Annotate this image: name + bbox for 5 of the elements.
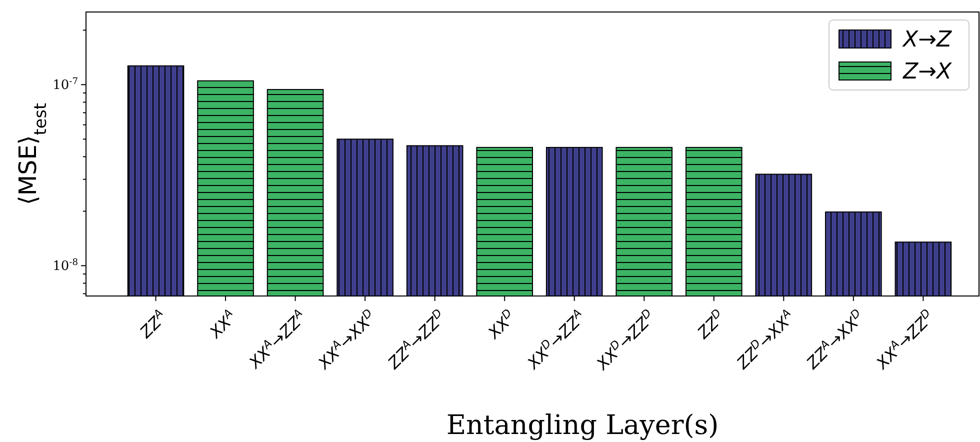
x-axis-title: Entangling Layer(s) <box>446 410 719 441</box>
legend-label: X→Z <box>902 28 953 53</box>
legend-label: Z→X <box>902 60 953 85</box>
y-tick-label: 10$^{-7}$ <box>52 77 78 94</box>
y-tick-label: 10$^{-8}$ <box>52 258 78 274</box>
